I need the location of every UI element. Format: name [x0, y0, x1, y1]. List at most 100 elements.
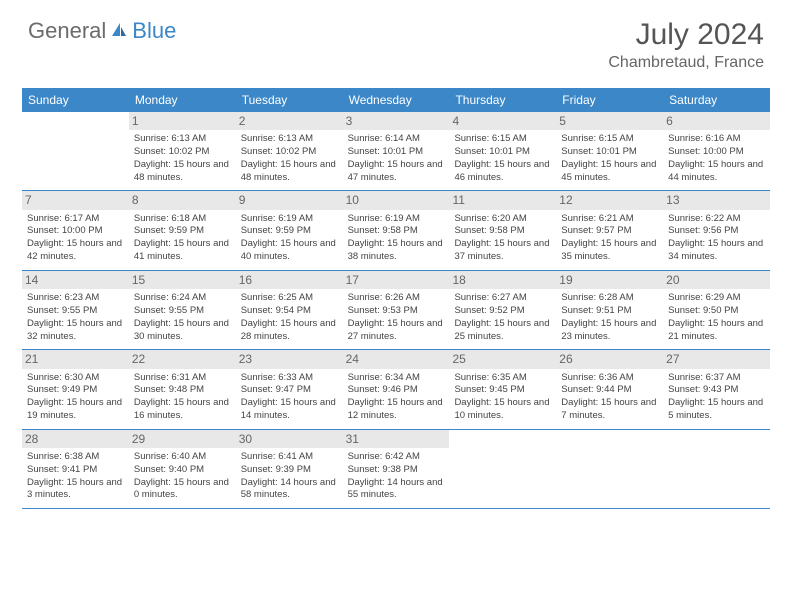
sunrise-line: Sunrise: 6:25 AM [241, 292, 338, 305]
sunrise-line: Sunrise: 6:17 AM [27, 213, 124, 226]
day-cell: 31Sunrise: 6:42 AMSunset: 9:38 PMDayligh… [343, 430, 450, 508]
day-number: 17 [343, 271, 450, 289]
sunrise-line: Sunrise: 6:30 AM [27, 372, 124, 385]
sunset-line: Sunset: 9:51 PM [561, 305, 658, 318]
sunrise-line: Sunrise: 6:31 AM [134, 372, 231, 385]
day-number: 3 [343, 112, 450, 130]
sunset-line: Sunset: 9:58 PM [454, 225, 551, 238]
sunset-line: Sunset: 10:01 PM [348, 146, 445, 159]
daylight-line: Daylight: 15 hours and 32 minutes. [27, 318, 124, 344]
day-cell: 16Sunrise: 6:25 AMSunset: 9:54 PMDayligh… [236, 271, 343, 349]
daylight-line: Daylight: 15 hours and 48 minutes. [241, 159, 338, 185]
day-number: 4 [449, 112, 556, 130]
sunset-line: Sunset: 10:00 PM [27, 225, 124, 238]
daylight-line: Daylight: 15 hours and 14 minutes. [241, 397, 338, 423]
daylight-line: Daylight: 14 hours and 55 minutes. [348, 477, 445, 503]
sunset-line: Sunset: 9:41 PM [27, 464, 124, 477]
day-cell [556, 430, 663, 508]
daylight-line: Daylight: 15 hours and 10 minutes. [454, 397, 551, 423]
sunset-line: Sunset: 10:02 PM [241, 146, 338, 159]
day-header-tuesday: Tuesday [236, 88, 343, 112]
sunrise-line: Sunrise: 6:33 AM [241, 372, 338, 385]
sunrise-line: Sunrise: 6:28 AM [561, 292, 658, 305]
daylight-line: Daylight: 15 hours and 40 minutes. [241, 238, 338, 264]
day-number: 13 [663, 191, 770, 209]
day-cell: 2Sunrise: 6:13 AMSunset: 10:02 PMDayligh… [236, 112, 343, 190]
day-header-sunday: Sunday [22, 88, 129, 112]
day-cell: 9 Sunrise: 6:19 AMSunset: 9:59 PMDaylight… [236, 191, 343, 269]
day-header-monday: Monday [129, 88, 236, 112]
day-cell: 21Sunrise: 6:30 AMSunset: 9:49 PMDayligh… [22, 350, 129, 428]
sunrise-line: Sunrise: 6:29 AM [668, 292, 765, 305]
day-number: 19 [556, 271, 663, 289]
sunrise-line: Sunrise: 6:19 AM [241, 213, 338, 226]
day-number: 9 [236, 191, 343, 209]
sunset-line: Sunset: 9:56 PM [668, 225, 765, 238]
logo: GeneralBlue [28, 18, 176, 44]
daylight-line: Daylight: 15 hours and 37 minutes. [454, 238, 551, 264]
logo-text-1: General [28, 18, 106, 44]
week-row: 14Sunrise: 6:23 AMSunset: 9:55 PMDayligh… [22, 271, 770, 350]
daylight-line: Daylight: 15 hours and 7 minutes. [561, 397, 658, 423]
day-cell: 3Sunrise: 6:14 AMSunset: 10:01 PMDayligh… [343, 112, 450, 190]
sunrise-line: Sunrise: 6:37 AM [668, 372, 765, 385]
day-cell: 11Sunrise: 6:20 AMSunset: 9:58 PMDayligh… [449, 191, 556, 269]
day-cell: 27Sunrise: 6:37 AMSunset: 9:43 PMDayligh… [663, 350, 770, 428]
day-number: 26 [556, 350, 663, 368]
daylight-line: Daylight: 15 hours and 42 minutes. [27, 238, 124, 264]
sunset-line: Sunset: 9:40 PM [134, 464, 231, 477]
day-number: 18 [449, 271, 556, 289]
sunrise-line: Sunrise: 6:40 AM [134, 451, 231, 464]
day-header-wednesday: Wednesday [343, 88, 450, 112]
day-number: 5 [556, 112, 663, 130]
sunrise-line: Sunrise: 6:13 AM [134, 133, 231, 146]
sunrise-line: Sunrise: 6:23 AM [27, 292, 124, 305]
day-cell: 8Sunrise: 6:18 AMSunset: 9:59 PMDaylight… [129, 191, 236, 269]
sunrise-line: Sunrise: 6:41 AM [241, 451, 338, 464]
day-cell: 10Sunrise: 6:19 AMSunset: 9:58 PMDayligh… [343, 191, 450, 269]
week-row: 1Sunrise: 6:13 AMSunset: 10:02 PMDayligh… [22, 112, 770, 191]
day-header-saturday: Saturday [663, 88, 770, 112]
day-number: 2 [236, 112, 343, 130]
daylight-line: Daylight: 15 hours and 41 minutes. [134, 238, 231, 264]
sunset-line: Sunset: 9:44 PM [561, 384, 658, 397]
day-number: 11 [449, 191, 556, 209]
day-header-thursday: Thursday [449, 88, 556, 112]
day-number: 12 [556, 191, 663, 209]
day-number: 6 [663, 112, 770, 130]
sunset-line: Sunset: 9:59 PM [241, 225, 338, 238]
daylight-line: Daylight: 15 hours and 25 minutes. [454, 318, 551, 344]
day-cell: 19Sunrise: 6:28 AMSunset: 9:51 PMDayligh… [556, 271, 663, 349]
sunset-line: Sunset: 9:57 PM [561, 225, 658, 238]
day-cell [663, 430, 770, 508]
day-number: 20 [663, 271, 770, 289]
day-number: 22 [129, 350, 236, 368]
sunrise-line: Sunrise: 6:35 AM [454, 372, 551, 385]
sunrise-line: Sunrise: 6:26 AM [348, 292, 445, 305]
sunrise-line: Sunrise: 6:18 AM [134, 213, 231, 226]
day-cell: 22Sunrise: 6:31 AMSunset: 9:48 PMDayligh… [129, 350, 236, 428]
daylight-line: Daylight: 15 hours and 5 minutes. [668, 397, 765, 423]
day-header-row: SundayMondayTuesdayWednesdayThursdayFrid… [22, 88, 770, 112]
day-number: 16 [236, 271, 343, 289]
sunset-line: Sunset: 9:53 PM [348, 305, 445, 318]
calendar: SundayMondayTuesdayWednesdayThursdayFrid… [22, 88, 770, 509]
sunset-line: Sunset: 9:52 PM [454, 305, 551, 318]
day-cell: 1Sunrise: 6:13 AMSunset: 10:02 PMDayligh… [129, 112, 236, 190]
day-cell [449, 430, 556, 508]
day-number: 29 [129, 430, 236, 448]
sunset-line: Sunset: 9:38 PM [348, 464, 445, 477]
sunrise-line: Sunrise: 6:19 AM [348, 213, 445, 226]
day-cell: 26Sunrise: 6:36 AMSunset: 9:44 PMDayligh… [556, 350, 663, 428]
day-cell: 14Sunrise: 6:23 AMSunset: 9:55 PMDayligh… [22, 271, 129, 349]
day-cell: 6Sunrise: 6:16 AMSunset: 10:00 PMDayligh… [663, 112, 770, 190]
daylight-line: Daylight: 14 hours and 58 minutes. [241, 477, 338, 503]
day-number: 14 [22, 271, 129, 289]
day-cell: 7Sunrise: 6:17 AMSunset: 10:00 PMDayligh… [22, 191, 129, 269]
logo-sail-icon [110, 18, 128, 44]
daylight-line: Daylight: 15 hours and 12 minutes. [348, 397, 445, 423]
day-cell: 30Sunrise: 6:41 AMSunset: 9:39 PMDayligh… [236, 430, 343, 508]
sunset-line: Sunset: 10:01 PM [454, 146, 551, 159]
location-label: Chambretaud, France [608, 54, 764, 72]
sunrise-line: Sunrise: 6:42 AM [348, 451, 445, 464]
